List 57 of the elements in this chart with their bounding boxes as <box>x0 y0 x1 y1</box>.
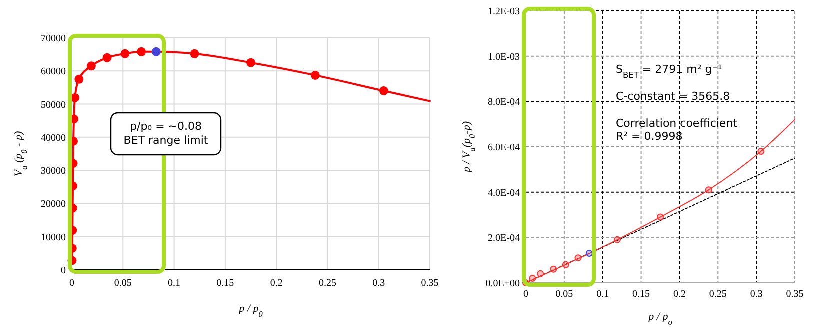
point <box>86 62 96 71</box>
x-tick-label: 0.1 <box>168 278 181 289</box>
x-tick-label: 0.25 <box>318 278 336 289</box>
point <box>614 236 621 244</box>
x-tick-label: 0.3 <box>750 289 763 300</box>
y-tick-label: 1.0E-03 <box>488 52 520 63</box>
point <box>657 214 664 221</box>
y-tick-label: 8.0E-04 <box>488 97 520 108</box>
x-tick-label: 0.15 <box>216 278 234 289</box>
point <box>705 186 712 194</box>
y-tick-label: 50000 <box>41 100 66 111</box>
point <box>586 250 593 258</box>
x-axis-title: p / p$_{o}$ <box>648 311 672 326</box>
annotation: S$_{BET}$ = 2791 m² g⁻¹ <box>616 63 722 80</box>
x-tick-label: 0.35 <box>421 278 439 289</box>
point <box>379 86 388 96</box>
x-tick-label: 0.35 <box>786 289 804 300</box>
y-tick-label: 60000 <box>41 66 66 78</box>
y-tick-label: 70000 <box>41 34 66 44</box>
x-tick-label: 0.05 <box>556 289 574 300</box>
y-tick-label: 2.0E-04 <box>488 233 520 244</box>
point <box>310 70 320 80</box>
x-axis-title: p / p$_{0}$ <box>238 303 264 318</box>
x-tick-label: 0 <box>70 278 74 289</box>
point <box>74 74 84 84</box>
x-tick-label: 0.3 <box>372 278 386 289</box>
point <box>120 49 130 58</box>
point <box>537 270 544 278</box>
y-tick-label: 0.0E+00 <box>486 278 520 290</box>
point <box>152 47 161 56</box>
point <box>550 266 558 273</box>
x-tick-label: 0 <box>524 289 528 300</box>
point <box>529 274 536 282</box>
point <box>246 58 256 68</box>
x-tick-label: 0.1 <box>596 289 610 300</box>
y-tick-label: 20000 <box>41 199 66 210</box>
y-tick-label: 6.0E-04 <box>488 142 520 154</box>
y-tick-label: 1.2E-03 <box>488 6 520 18</box>
point <box>574 254 582 262</box>
point <box>102 53 112 62</box>
y-tick-label: 10000 <box>41 232 66 244</box>
point <box>190 49 200 58</box>
y-tick-label: 30000 <box>41 166 66 178</box>
x-tick-label: 0.25 <box>709 289 727 300</box>
x-tick-label: 0.2 <box>673 289 686 300</box>
annotation: C-constant = 3565.8 <box>616 90 730 103</box>
point <box>758 148 765 156</box>
y-tick-label: 40000 <box>41 132 66 144</box>
annotation: Correlation coefficient R² = 0.9998 <box>616 117 738 143</box>
annotation: p/p₀ = ~0.08 BET range limit <box>124 120 209 147</box>
point <box>562 261 570 268</box>
y-tick-label: 4.0E-04 <box>488 188 520 199</box>
y-tick-label: 0 <box>61 266 66 276</box>
x-tick-label: 0.05 <box>114 278 132 289</box>
point <box>137 47 146 56</box>
x-tick-label: 0.2 <box>270 278 283 289</box>
x-tick-label: 0.15 <box>632 289 650 300</box>
